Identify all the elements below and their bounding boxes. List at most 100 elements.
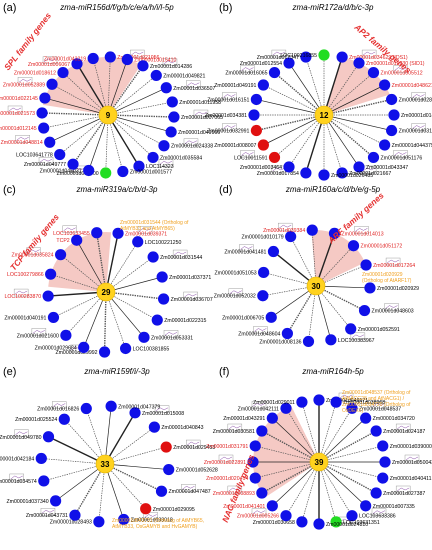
gene-label: Zm00001d015008 (142, 411, 184, 417)
gene-node (158, 140, 170, 152)
gene-label: Zm00001d031791 (206, 444, 248, 450)
edge (285, 461, 320, 516)
panel-b: Zm00001d034629 (IDS1) Zm00001d019230 (SID… (205, 0, 432, 182)
gene-label: Zm00001d006705 (222, 315, 264, 321)
gene-node (281, 327, 293, 340)
expression-thumbnail (143, 512, 158, 520)
gene-label: Zm00001d035824 (11, 253, 53, 259)
mirna-hub (306, 276, 326, 296)
gene-node (313, 518, 325, 530)
gene-node (330, 396, 342, 408)
gene-label: Zm00001d021600 (17, 333, 59, 339)
gene-label: Zm00001d005512 (380, 71, 422, 77)
expression-thumbnail (218, 454, 234, 463)
gene-label: Zm00001d051053 (214, 270, 256, 276)
gene-node (257, 79, 269, 91)
gene-label: Zm00001d051172 (361, 244, 403, 250)
expression-thumbnail (253, 326, 268, 334)
expression-thumbnail (9, 473, 24, 482)
gene-node (370, 425, 382, 437)
gene-node (296, 396, 308, 408)
gene-node (93, 516, 105, 528)
edge (318, 461, 377, 494)
expression-thumbnail (158, 159, 174, 167)
network-d: Zm00001d014013 Zm00001d051172 Zm00001d0172… (214, 222, 419, 348)
edge (50, 273, 107, 293)
gene-label: Zm00001d052889 (3, 82, 45, 88)
gene-label: Zm00001d015410 (134, 58, 176, 64)
gene-node (67, 158, 79, 170)
gene-label: Zm00001d014013 (341, 231, 383, 237)
edge (92, 58, 109, 116)
panel-d: Zm00001d014013 Zm00001d051172 Zm00001d0172… (214, 182, 432, 364)
edge (107, 59, 128, 116)
edge (107, 114, 172, 133)
gene-label: Zm00001d049780 (0, 435, 42, 441)
ortholog-note: Zm00001d043731 (Ortholog of AtMYB65, AtM… (112, 518, 205, 530)
mirna-hub (96, 282, 116, 302)
gene-node (283, 161, 295, 173)
gene-label: Zm00001d052591 (358, 327, 400, 333)
panel-letter: (e) (3, 366, 17, 378)
gene-node (91, 227, 103, 239)
gene-node (39, 92, 51, 104)
edge (323, 114, 374, 158)
gene-node (47, 311, 60, 324)
gene-label: Zm00001d043219 (44, 56, 86, 62)
gene-node (370, 487, 382, 499)
edge (318, 461, 366, 507)
gene-label: Zm00001d017854 (257, 171, 299, 177)
edge (107, 75, 157, 116)
panel-title: zma-miR164h-5p (302, 367, 364, 376)
gene-node (155, 485, 168, 497)
edge (323, 114, 385, 146)
gene-node (69, 509, 81, 521)
gene-node (160, 441, 172, 453)
gene-label: LOC100383967 (338, 338, 375, 344)
hub-label: 39 (315, 458, 324, 467)
edge (65, 291, 107, 336)
gene-node (249, 440, 261, 452)
gene-node (379, 139, 391, 151)
gene-label: Zm00001d045037 (40, 168, 82, 174)
gene-label: Zm00001d037340 (6, 499, 48, 505)
gene-label: Zm00001d030658 (253, 520, 295, 526)
gene-node (105, 400, 117, 412)
expression-thumbnail (186, 80, 201, 88)
expression-thumbnail (193, 109, 209, 118)
edge (107, 101, 173, 116)
gene-label: Zm00001d034381 (205, 113, 247, 119)
edge (318, 461, 337, 522)
gene-node (38, 122, 50, 134)
expression-thumbnail (183, 138, 199, 146)
edge (311, 230, 317, 287)
gene-label: Zm00001d017347 (257, 55, 299, 61)
hub-label: 33 (101, 460, 110, 469)
gene-node (168, 111, 180, 123)
panel-letter: (a) (3, 2, 17, 14)
edge (323, 114, 343, 174)
gene-node (358, 304, 371, 317)
gene-node (300, 51, 312, 63)
gene-label: Zm00001d022891 (204, 460, 246, 466)
edge (48, 436, 106, 465)
gene-node (318, 49, 330, 61)
expression-thumbnail (240, 150, 255, 158)
edge (88, 114, 109, 171)
gene-node (129, 407, 141, 419)
gene-node (364, 282, 376, 294)
edge (51, 83, 109, 116)
edge (96, 232, 107, 293)
edge (308, 285, 317, 342)
gene-label: Zm00001d029095 (153, 507, 195, 513)
edge (263, 272, 317, 287)
gene-node (100, 167, 112, 179)
gene-label: Zm00001d034574 (0, 479, 37, 485)
gene-node (166, 96, 178, 108)
expression-thumbnail (361, 49, 377, 58)
gene-label: Zm00001d028493 (50, 520, 92, 526)
gene-label: Zm00001d048604 (238, 331, 280, 337)
gene-node (386, 124, 398, 137)
gene-label: Zm00001d049821 (163, 73, 205, 79)
edge (318, 402, 337, 463)
